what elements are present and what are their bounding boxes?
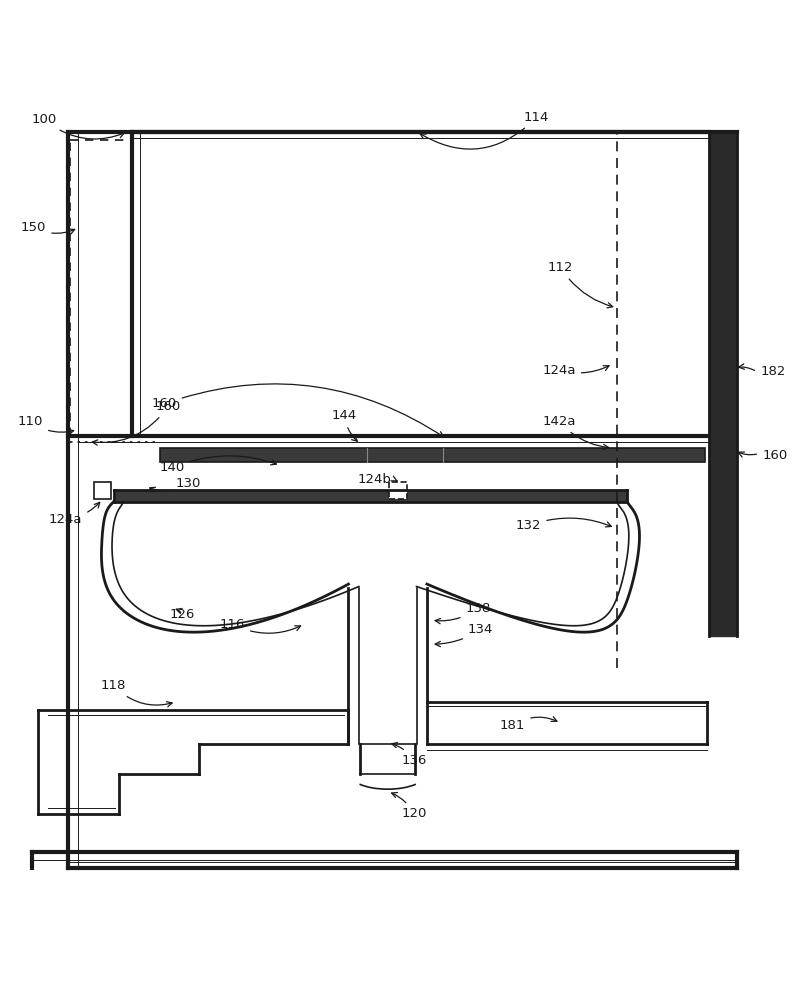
Bar: [94, 482, 111, 499]
Text: 116: 116: [219, 618, 300, 633]
Text: 150: 150: [21, 221, 74, 234]
Text: 124b: 124b: [358, 473, 397, 486]
Text: 112: 112: [548, 261, 613, 308]
Text: 160: 160: [92, 400, 181, 445]
Text: 124a: 124a: [542, 364, 609, 377]
Text: 160: 160: [763, 449, 788, 462]
Text: 142a: 142a: [542, 415, 609, 450]
Text: 182: 182: [760, 365, 786, 378]
Text: 144: 144: [332, 409, 357, 441]
Text: 118: 118: [101, 679, 172, 707]
Text: 120: 120: [392, 793, 427, 820]
Text: 181: 181: [500, 717, 557, 732]
Text: 130: 130: [150, 477, 201, 492]
Text: 114: 114: [420, 111, 549, 149]
Text: 132: 132: [516, 518, 611, 532]
Text: 124a: 124a: [49, 502, 100, 526]
Text: 110: 110: [18, 415, 74, 434]
Text: 138: 138: [435, 602, 491, 624]
Text: 100: 100: [31, 113, 124, 139]
Text: 126: 126: [170, 608, 195, 621]
Text: 136: 136: [392, 743, 427, 767]
Text: 134: 134: [435, 623, 493, 647]
Bar: [114, 490, 627, 502]
Bar: [389, 482, 407, 499]
Bar: [160, 448, 705, 462]
Text: 160: 160: [151, 384, 444, 437]
Text: 140: 140: [159, 456, 276, 474]
